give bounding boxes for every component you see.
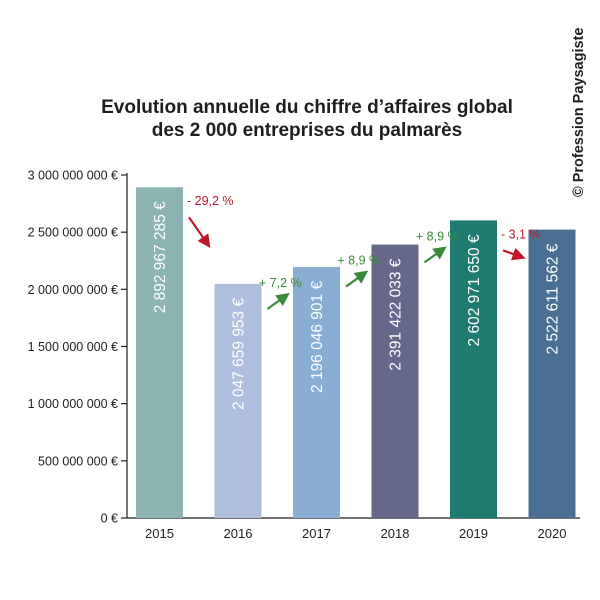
bar-value-label: 2 047 659 953 €: [231, 298, 248, 410]
x-axis-labels: 2015 2016 2017 2018 2019 2020: [145, 526, 566, 541]
chart-title-line-1: Evolution annuelle du chiffre d’affaires…: [101, 97, 513, 118]
bar-value-label: 2 522 611 562 €: [545, 243, 562, 354]
bar-2019: [450, 220, 497, 519]
x-tick-label: 2015: [145, 526, 174, 541]
y-tick-label: 2 500 000 000 €: [28, 226, 118, 240]
change-label: + 7,2 %: [259, 276, 302, 290]
bar-2020: [528, 229, 576, 518]
copyright-notice: © Profession Paysagiste: [571, 28, 587, 197]
change-label: + 8,9 %: [416, 229, 459, 243]
change-label: + 8,9 %: [337, 254, 380, 268]
change-label: - 29,2 %: [187, 194, 234, 208]
change-arrow: [266, 292, 290, 310]
change-arrow: [423, 246, 447, 264]
y-tick-label: 1 000 000 000 €: [28, 397, 118, 411]
change-label: - 3,1 %: [501, 227, 541, 241]
bar-value-label: 2 892 967 285 €: [152, 201, 169, 313]
bar-2015: [136, 187, 183, 518]
x-tick-label: 2020: [538, 526, 567, 541]
bars: 2 892 967 285 € 2 047 659 953 € 2 196 046 …: [136, 187, 576, 519]
bar-2016: [214, 283, 262, 518]
change-annotations: - 29,2 % + 7,2 % + 8,9 % + 8,9 % - 3,1 %: [187, 194, 541, 310]
y-tick-label: 1 500 000 000 €: [28, 340, 118, 354]
bar-value-label: 2 196 046 901 €: [309, 281, 326, 393]
change-arrow: [502, 247, 526, 261]
bar-value-label: 2 391 422 033 €: [388, 258, 405, 370]
change-arrow: [188, 216, 211, 248]
x-tick-label: 2017: [302, 526, 331, 541]
y-tick-label: 2 000 000 000 €: [28, 283, 118, 297]
y-tick-label: 500 000 000 €: [38, 454, 118, 468]
change-arrow: [345, 270, 369, 288]
y-tick-label: 0 €: [101, 512, 118, 526]
y-axis: 0 € 500 000 000 € 1 000 000 000 € 1 500 000…: [28, 169, 580, 526]
bar-value-label: 2 602 971 650 €: [466, 234, 483, 346]
x-tick-label: 2019: [459, 526, 488, 541]
y-tick-label: 3 000 000 000 €: [28, 169, 118, 183]
chart-title-line-2: des 2 000 entreprises du palmarès: [152, 120, 463, 141]
bar-2017: [293, 266, 340, 518]
x-tick-label: 2016: [224, 526, 253, 541]
x-tick-label: 2018: [381, 526, 410, 541]
bar-2018: [371, 244, 419, 518]
